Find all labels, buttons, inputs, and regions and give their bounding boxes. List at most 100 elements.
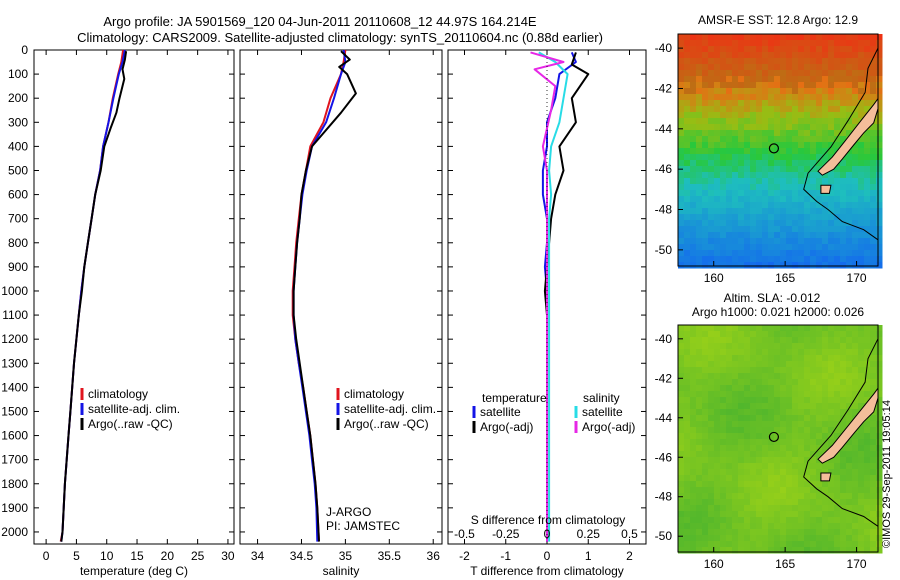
map-cell: [762, 499, 769, 506]
map-cell: [738, 70, 745, 77]
map-cell: [732, 385, 739, 392]
map-cell: [822, 535, 829, 542]
map-cell: [822, 100, 829, 107]
map-cell: [678, 511, 685, 518]
map-cell: [864, 250, 871, 257]
map-cell: [810, 46, 817, 53]
map-cell: [750, 238, 757, 245]
map-cell: [738, 373, 745, 380]
map-cell: [846, 118, 853, 125]
map-cell: [840, 385, 847, 392]
map-cell: [762, 82, 769, 89]
map-cell: [792, 202, 799, 209]
map-cell: [858, 433, 865, 440]
map-cell: [762, 100, 769, 107]
map-cell: [726, 106, 733, 113]
map-cell: [786, 427, 793, 434]
map-cell: [810, 196, 817, 203]
map-cell: [840, 166, 847, 173]
map-cell: [786, 475, 793, 482]
map-cell: [798, 112, 805, 119]
map-cell: [708, 475, 715, 482]
map-cell: [786, 256, 793, 263]
map-cell: [846, 76, 853, 83]
map-cell: [678, 82, 685, 89]
map-cell: [846, 64, 853, 71]
map-cell: [684, 445, 691, 452]
map-cell: [798, 439, 805, 446]
map-cell: [762, 46, 769, 53]
map-cell: [780, 184, 787, 191]
map-cell: [714, 64, 721, 71]
map-cell: [834, 190, 841, 197]
map-cell: [762, 94, 769, 101]
map-cell: [780, 166, 787, 173]
map-cell: [708, 523, 715, 530]
map-cell: [744, 70, 751, 77]
map-cell: [684, 118, 691, 125]
map-cell: [840, 190, 847, 197]
map-cell: [750, 226, 757, 233]
map-cell: [786, 244, 793, 251]
map-cell: [798, 118, 805, 125]
map-cell: [684, 58, 691, 65]
map-cell: [864, 172, 871, 179]
map-cell: [744, 208, 751, 215]
map-cell: [774, 196, 781, 203]
x-tick-label: -2: [459, 549, 470, 563]
map-cell: [852, 493, 859, 500]
map-cell: [840, 517, 847, 524]
map-cell: [684, 250, 691, 257]
map-cell: [690, 130, 697, 137]
map-cell: [834, 499, 841, 506]
map-cell: [768, 391, 775, 398]
map-cell: [846, 238, 853, 245]
map-cell: [726, 373, 733, 380]
map-cell: [846, 535, 853, 542]
map-cell: [708, 373, 715, 380]
map-cell: [720, 367, 727, 374]
map-cell: [690, 499, 697, 506]
map-cell: [786, 361, 793, 368]
map-cell: [720, 463, 727, 470]
map-cell: [810, 58, 817, 65]
map-cell: [876, 238, 883, 245]
map-cell: [768, 34, 775, 41]
map-cell: [822, 106, 829, 113]
map-cell: [696, 505, 703, 512]
map-cell: [810, 100, 817, 107]
map-cell: [768, 196, 775, 203]
map-cell: [810, 244, 817, 251]
map-cell: [678, 433, 685, 440]
map-cell: [708, 112, 715, 119]
map-cell: [738, 118, 745, 125]
map-cell: [714, 88, 721, 95]
map-cell: [834, 40, 841, 47]
map-cell: [738, 445, 745, 452]
x-axis-label: T difference from climatology: [470, 564, 624, 578]
map-cell: [864, 136, 871, 143]
map-cell: [858, 499, 865, 506]
map-cell: [840, 535, 847, 542]
map-cell: [708, 232, 715, 239]
map-cell: [714, 130, 721, 137]
map-cell: [864, 511, 871, 518]
map-cell: [720, 226, 727, 233]
map-cell: [864, 331, 871, 338]
map-cell: [756, 349, 763, 356]
map-cell: [750, 148, 757, 155]
lon-tick-label: 170: [847, 557, 867, 571]
map-cell: [696, 355, 703, 362]
map-cell: [774, 64, 781, 71]
map-cell: [846, 541, 853, 548]
map-cell: [780, 445, 787, 452]
map-cell: [744, 367, 751, 374]
map-cell: [720, 493, 727, 500]
map-cell: [756, 136, 763, 143]
map-cell: [756, 379, 763, 386]
map-cell: [726, 52, 733, 59]
map-cell: [840, 232, 847, 239]
map-cell: [696, 34, 703, 41]
map-cell: [828, 391, 835, 398]
map-cell: [816, 343, 823, 350]
